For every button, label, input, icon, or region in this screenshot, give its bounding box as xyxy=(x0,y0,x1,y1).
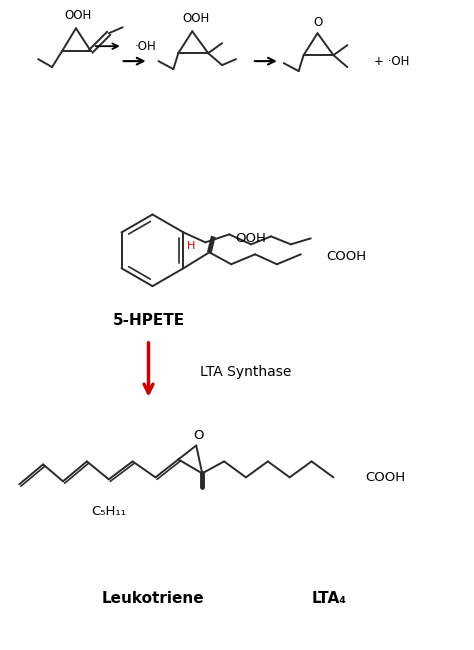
Text: + ·OH: + ·OH xyxy=(374,55,410,68)
Text: OOH: OOH xyxy=(182,12,210,25)
Text: H: H xyxy=(187,241,196,252)
Text: Leukotriene: Leukotriene xyxy=(101,592,204,606)
Text: ·OH: ·OH xyxy=(135,40,156,53)
Text: OOH: OOH xyxy=(235,232,266,245)
Text: 5-HPETE: 5-HPETE xyxy=(112,313,184,328)
Text: LTA₄: LTA₄ xyxy=(312,592,347,606)
Text: O: O xyxy=(193,429,203,442)
Text: LTA Synthase: LTA Synthase xyxy=(200,365,292,379)
Text: COOH: COOH xyxy=(327,250,367,263)
Text: O: O xyxy=(313,16,322,29)
Text: C₅H₁₁: C₅H₁₁ xyxy=(91,504,126,517)
Text: COOH: COOH xyxy=(365,471,405,484)
Text: OOH: OOH xyxy=(64,9,91,22)
